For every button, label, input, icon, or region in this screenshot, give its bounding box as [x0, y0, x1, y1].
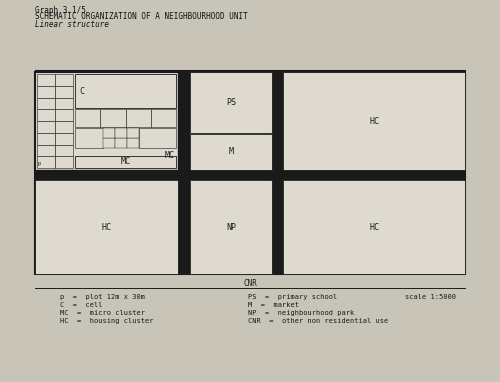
Text: HC: HC: [369, 117, 379, 126]
Bar: [138, 128, 176, 147]
Text: HC  =  housing cluster: HC = housing cluster: [60, 318, 154, 324]
Bar: [37, 133, 55, 144]
Bar: [283, 180, 465, 274]
Text: MC  =  micro cluster: MC = micro cluster: [60, 310, 145, 316]
Text: M  =  market: M = market: [248, 302, 299, 308]
Bar: [55, 86, 73, 97]
Bar: [127, 138, 138, 147]
Text: MC: MC: [165, 151, 175, 160]
Bar: [55, 144, 73, 156]
Bar: [75, 155, 176, 168]
Bar: [178, 72, 190, 274]
Bar: [190, 180, 272, 274]
Bar: [104, 138, 115, 147]
Bar: [37, 156, 55, 168]
Text: MC: MC: [120, 157, 130, 166]
Bar: [37, 144, 55, 156]
Text: HC: HC: [369, 222, 379, 231]
Bar: [190, 134, 272, 170]
Bar: [37, 97, 55, 109]
Bar: [190, 72, 272, 133]
Text: CNR: CNR: [243, 279, 257, 288]
Bar: [126, 109, 151, 127]
Bar: [75, 74, 176, 108]
Text: HC: HC: [102, 222, 112, 231]
Bar: [151, 109, 176, 127]
Bar: [55, 133, 73, 144]
Text: p: p: [38, 161, 41, 166]
Bar: [55, 109, 73, 121]
Text: CNR  =  other non residential use: CNR = other non residential use: [248, 318, 388, 324]
Bar: [55, 121, 73, 133]
Text: scale 1:5000: scale 1:5000: [405, 294, 456, 300]
Bar: [55, 74, 73, 86]
Text: p  =  plot 12m x 30m: p = plot 12m x 30m: [60, 294, 145, 300]
Text: PS  =  primary school: PS = primary school: [248, 294, 337, 300]
Bar: [37, 121, 55, 133]
Bar: [55, 156, 73, 168]
Text: C: C: [79, 87, 84, 96]
Text: Graph 3.1/5: Graph 3.1/5: [35, 6, 86, 15]
Bar: [272, 72, 283, 274]
Bar: [100, 109, 126, 127]
Bar: [283, 72, 465, 170]
Text: Linear structure: Linear structure: [35, 20, 109, 29]
Bar: [127, 128, 138, 138]
Bar: [115, 138, 127, 147]
Bar: [37, 86, 55, 97]
Bar: [115, 128, 127, 138]
Bar: [75, 128, 104, 147]
Bar: [75, 109, 100, 127]
Text: NP  =  neighbourhood park: NP = neighbourhood park: [248, 310, 354, 316]
Text: M: M: [228, 147, 234, 156]
Text: C  =  cell: C = cell: [60, 302, 102, 308]
Bar: [37, 74, 55, 86]
Text: PS: PS: [226, 98, 236, 107]
Text: NP: NP: [226, 222, 236, 231]
Bar: [37, 109, 55, 121]
Bar: [55, 97, 73, 109]
Bar: [104, 128, 115, 138]
Bar: [35, 170, 465, 180]
Bar: [35, 72, 465, 274]
Text: SCHEMATIC ORGANIZATION OF A NEIGHBOURHOOD UNIT: SCHEMATIC ORGANIZATION OF A NEIGHBOURHOO…: [35, 12, 248, 21]
Bar: [35, 180, 178, 274]
